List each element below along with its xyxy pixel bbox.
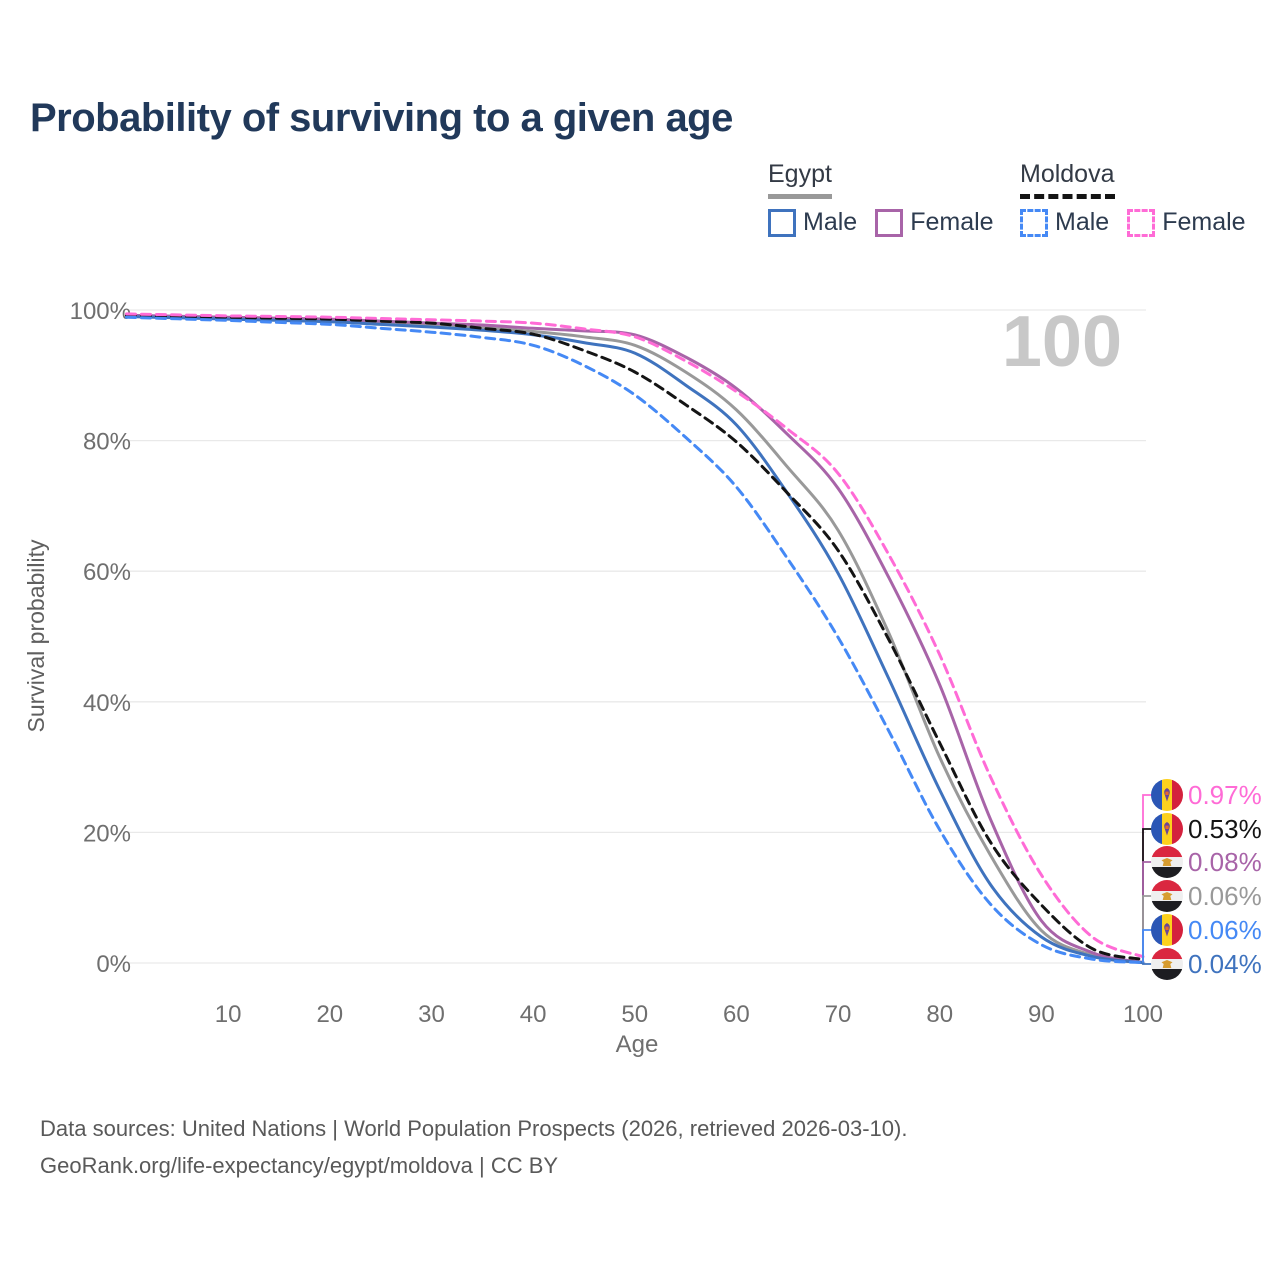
data-sources-line: Data sources: United Nations | World Pop… [40, 1116, 908, 1141]
moldova-male-swatch-icon [1020, 208, 1048, 237]
series-line-egypt_both[interactable] [125, 314, 1145, 965]
end-label-connector [1142, 861, 1152, 963]
legend-label: Female [1162, 208, 1246, 236]
end-value-label: 0.06% [1188, 915, 1262, 945]
end-label-connector [1142, 828, 1152, 960]
x-tick-label: 90 [1028, 1001, 1055, 1028]
footer: Data sources: United Nations | World Pop… [40, 1110, 907, 1184]
end-value-label: 0.04% [1188, 949, 1262, 979]
moldova-female-swatch-icon [1127, 208, 1156, 237]
flag-moldova-icon [1151, 813, 1183, 845]
end-value-label: 0.97% [1188, 780, 1262, 810]
egypt-male-swatch-icon [768, 208, 796, 237]
flag-egypt-icon [1151, 880, 1183, 912]
x-tick-label: 60 [723, 1001, 750, 1028]
series-line-moldova_female[interactable] [125, 312, 1145, 959]
legend-label: Female [910, 208, 994, 236]
flag-egypt-icon [1151, 846, 1183, 878]
y-tick-label: 80% [83, 429, 131, 456]
series-line-moldova_both[interactable] [125, 313, 1145, 961]
y-tick-label: 60% [83, 559, 131, 586]
x-tick-label: 20 [316, 1001, 343, 1028]
flag-moldova-icon [1151, 779, 1183, 811]
y-tick-label: 20% [83, 820, 131, 847]
end-label-connector [1142, 929, 1152, 963]
x-tick-label: 80 [926, 1001, 953, 1028]
legend-label: Male [1055, 208, 1110, 236]
y-tick-label: 40% [83, 690, 131, 717]
end-label-connector [1142, 794, 1152, 957]
legend-label: Male [803, 208, 858, 236]
attribution-line: GeoRank.org/life-expectancy/egypt/moldov… [40, 1153, 559, 1178]
x-axis-title: Age [616, 1031, 659, 1058]
x-tick-label: 70 [825, 1001, 852, 1028]
end-value-label: 0.08% [1188, 847, 1262, 877]
end-value-label: 0.53% [1188, 814, 1262, 844]
legend-item-moldova-male[interactable]: Male [1020, 208, 1109, 237]
legend-item-egypt-male[interactable]: Male [768, 208, 857, 237]
x-tick-label: 10 [215, 1001, 242, 1028]
legend-item-egypt-female[interactable]: Female [875, 208, 994, 237]
x-tick-label: 30 [418, 1001, 445, 1028]
flag-egypt-icon [1151, 948, 1183, 980]
flag-moldova-icon [1151, 914, 1183, 946]
legend-item-moldova-female[interactable]: Female [1127, 208, 1246, 237]
legend-header-egypt[interactable]: Egypt [768, 160, 832, 199]
end-value-label: 0.06% [1188, 881, 1262, 911]
x-tick-label: 40 [520, 1001, 547, 1028]
legend-group-egypt: Egypt Male Female [768, 160, 1012, 237]
x-tick-label: 50 [621, 1001, 648, 1028]
legend-header-moldova[interactable]: Moldova [1020, 160, 1115, 199]
egypt-female-swatch-icon [875, 208, 904, 237]
end-label-connector [1142, 962, 1152, 965]
legend-group-moldova: Moldova Male Female [1020, 160, 1264, 237]
age-watermark: 100 [1002, 302, 1122, 382]
y-axis-title: Survival probability [23, 539, 49, 733]
y-tick-label: 0% [96, 951, 131, 978]
series-line-egypt_male[interactable] [125, 315, 1145, 965]
series-line-moldova_male[interactable] [125, 315, 1145, 965]
x-tick-label: 100 [1123, 1001, 1163, 1028]
series-line-egypt_female[interactable] [125, 313, 1145, 964]
page-title: Probability of surviving to a given age [30, 96, 733, 140]
y-tick-label: 100% [70, 298, 131, 325]
